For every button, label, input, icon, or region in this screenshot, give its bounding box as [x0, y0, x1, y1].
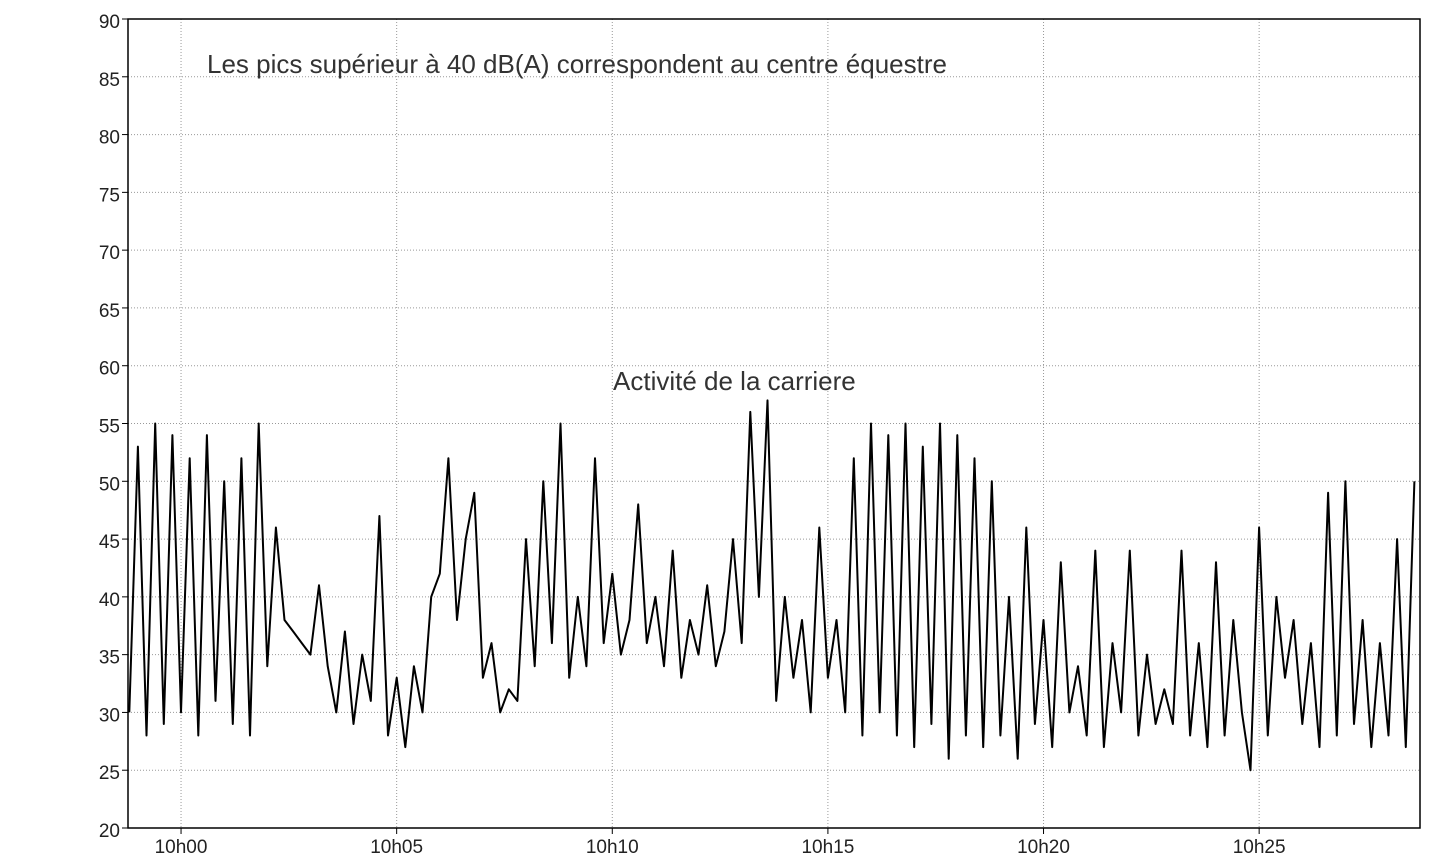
x-tick-label: 10h20	[1017, 837, 1070, 857]
y-tick-label: 80	[99, 128, 120, 149]
y-tick-label: 50	[99, 474, 120, 495]
y-tick-label: 25	[99, 763, 120, 784]
y-tick-label: 85	[99, 70, 120, 91]
annotation: Les pics supérieur à 40 dB(A) correspond…	[207, 49, 947, 79]
data-line	[128, 399, 1416, 772]
y-tick-label: 20	[99, 821, 120, 842]
x-tick-label: 10h00	[155, 837, 208, 857]
y-tick-label: 40	[99, 590, 120, 611]
y-tick-label: 65	[99, 301, 120, 322]
y-tick-label: 30	[99, 705, 120, 726]
x-tick-label: 10h15	[801, 837, 854, 857]
x-tick-label: 10h10	[586, 837, 639, 857]
y-tick-label: 45	[99, 532, 120, 553]
annotation: Activité de la carriere	[613, 366, 856, 396]
plot-frame	[127, 18, 1421, 829]
y-tick-label: 75	[99, 185, 120, 206]
y-tick-label: 70	[99, 243, 120, 264]
y-tick-label: 90	[99, 12, 120, 33]
y-tick-label: 35	[99, 648, 120, 669]
x-tick-label: 10h25	[1233, 837, 1286, 857]
y-tick-label: 55	[99, 417, 120, 438]
y-tick-label: 60	[99, 359, 120, 380]
x-tick-label: 10h05	[370, 837, 423, 857]
